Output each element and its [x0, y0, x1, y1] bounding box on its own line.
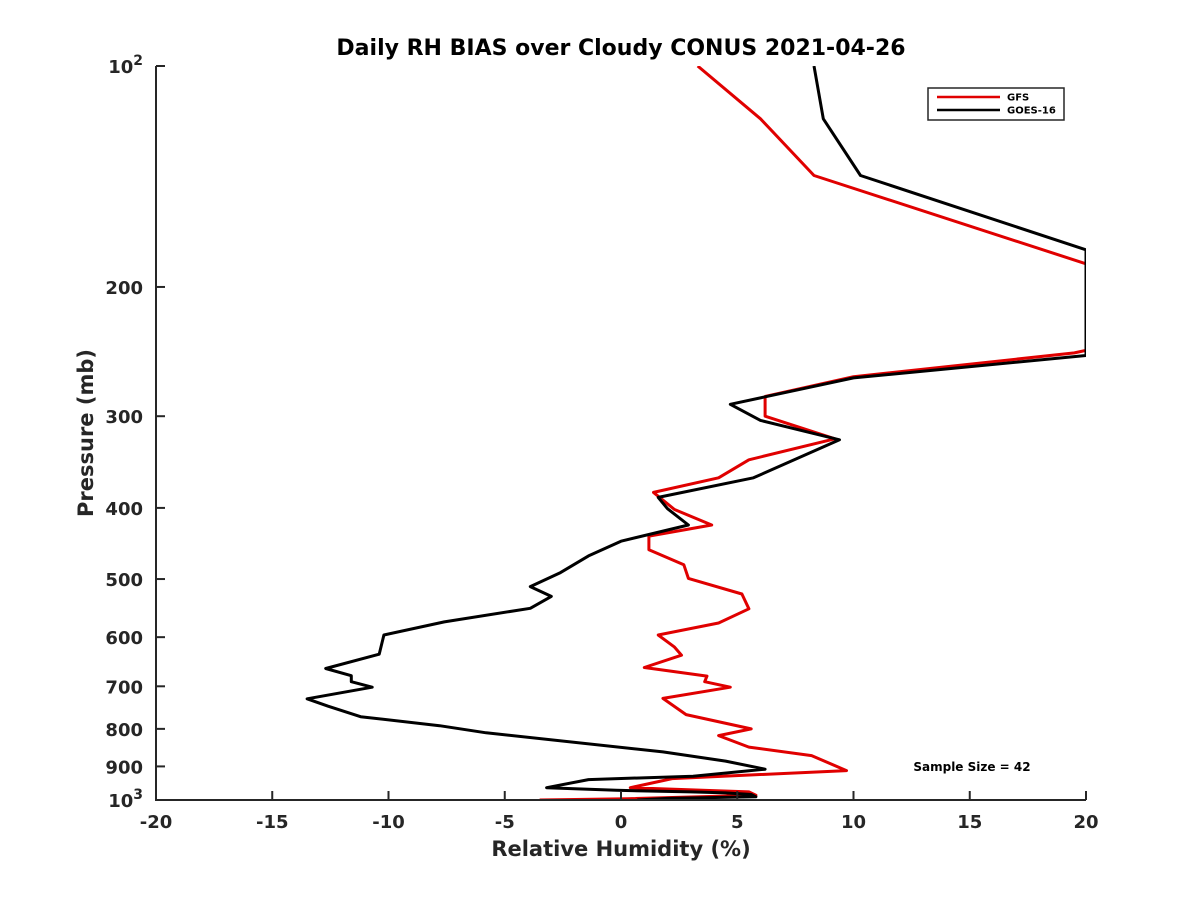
x-tick-label: 15 [957, 812, 982, 833]
sample-size-annotation: Sample Size = 42 [913, 760, 1030, 774]
y-tick-label: 700 [105, 677, 143, 698]
y-axis-label: Pressure (mb) [74, 349, 98, 517]
x-tick-label: -15 [256, 812, 289, 833]
y-tick-label: 900 [105, 757, 143, 778]
x-tick-label: -10 [372, 812, 405, 833]
x-tick-label: 20 [1073, 812, 1098, 833]
y-tick-label: 500 [105, 570, 143, 591]
x-tick-label: -5 [495, 812, 515, 833]
y-tick-label: 400 [105, 499, 143, 520]
x-axis-ticks: -20 -15 -10 -5 0 5 10 15 20 [140, 791, 1099, 833]
legend: GFS GOES-16 [927, 87, 1065, 121]
x-tick-label: -20 [140, 812, 173, 833]
legend-box [927, 87, 1065, 121]
y-tick-label: 103 [108, 787, 143, 812]
x-tick-label: 5 [731, 812, 744, 833]
legend-label: GOES-16 [1007, 106, 1056, 117]
y-tick-label: 200 [105, 278, 143, 299]
y-tick-label: 300 [105, 407, 143, 428]
y-tick-label: 800 [105, 720, 143, 741]
x-tick-label: 10 [841, 812, 866, 833]
axes-frame [155, 66, 1086, 801]
y-axis-ticks: 102 200 300 400 500 600 700 800 900 103 [105, 53, 165, 812]
legend-label: GFS [1007, 93, 1029, 104]
chart-title: Daily RH BIAS over Cloudy CONUS 2021-04-… [336, 36, 905, 61]
series-line-goes-16 [305, 66, 1086, 800]
y-tick-label: 600 [105, 628, 143, 649]
plot-lines [305, 66, 1086, 800]
y-tick-label: 102 [108, 53, 143, 78]
x-tick-label: 0 [615, 812, 628, 833]
x-axis-label: Relative Humidity (%) [491, 837, 750, 861]
